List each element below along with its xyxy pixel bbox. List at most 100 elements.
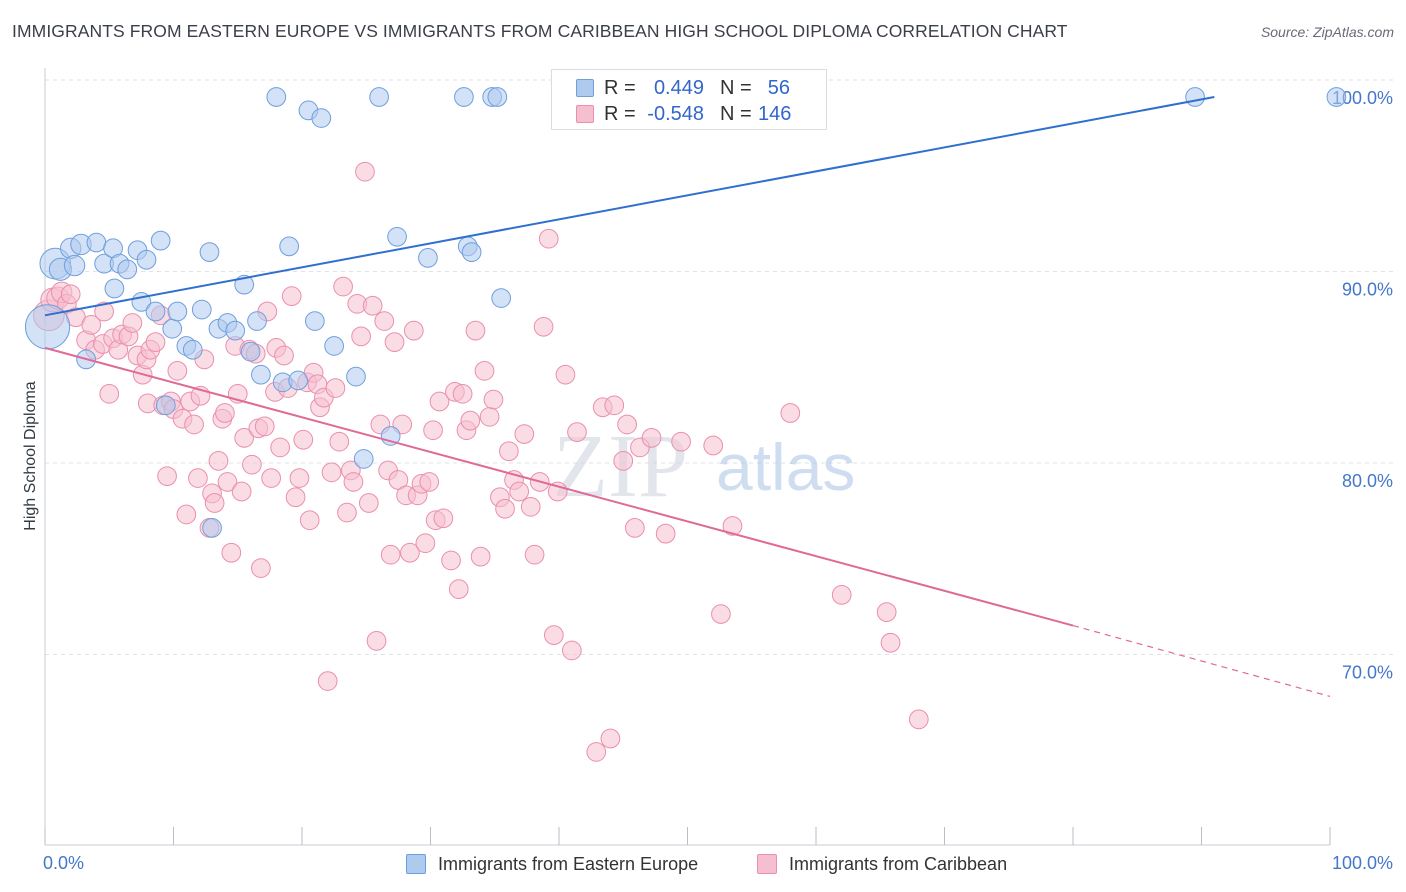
data-point-caribbean — [452, 383, 473, 404]
data-point-eastern-europe — [266, 87, 287, 107]
legend-n-label: N = — [720, 76, 752, 99]
data-point-caribbean — [499, 441, 519, 462]
data-point-caribbean — [880, 632, 901, 653]
data-point-eastern-europe — [369, 87, 389, 107]
data-point-caribbean — [122, 313, 143, 333]
data-point-caribbean — [299, 510, 320, 531]
data-point-eastern-europe — [1185, 87, 1205, 107]
data-point-caribbean — [99, 383, 120, 404]
y-tick-label: 70.0% — [1342, 663, 1393, 683]
legend-n-value: 146 — [758, 102, 792, 125]
data-point-eastern-europe — [454, 87, 474, 107]
data-point-caribbean — [400, 542, 420, 563]
legend-r-label: R = — [604, 76, 636, 99]
data-point-caribbean — [617, 414, 637, 435]
data-point-caribbean — [419, 472, 440, 492]
data-point-eastern-europe — [288, 370, 308, 391]
data-point-caribbean — [483, 389, 504, 410]
bottom-legend-eastern-europe: Immigrants from Eastern Europe — [406, 852, 698, 876]
data-point-caribbean — [624, 518, 645, 538]
data-point-caribbean — [460, 410, 481, 431]
source-label: Source: ZipAtlas.com — [1260, 24, 1394, 40]
data-point-eastern-europe — [225, 320, 246, 341]
axis-ticks: 100.0% 90.0% 80.0% 70.0% 0.0% 100.0% — [43, 88, 1393, 873]
data-point-caribbean — [231, 481, 252, 502]
data-point-caribbean — [217, 472, 238, 492]
data-point-caribbean — [293, 429, 314, 450]
legend-row-eastern-europe: R = 0.449 N = 56 — [576, 76, 790, 100]
data-point-eastern-europe — [247, 311, 267, 331]
data-point-caribbean — [254, 416, 275, 437]
y-axis-title: High School Diploma — [22, 381, 39, 531]
data-point-caribbean — [234, 428, 255, 448]
data-point-caribbean — [495, 498, 515, 519]
y-tick-label: 90.0% — [1342, 280, 1393, 300]
data-point-caribbean — [380, 544, 401, 565]
legend-swatch-pink — [576, 105, 594, 123]
data-point-caribbean — [351, 326, 371, 347]
bottom-legend-caribbean: Immigrants from Caribbean — [757, 852, 1007, 876]
data-point-eastern-europe — [136, 249, 157, 270]
correlation-legend: R = 0.449 N = 56 R = -0.548 N = 146 — [551, 69, 827, 130]
y-tick-label: 100.0% — [1332, 88, 1393, 108]
data-point-eastern-europe — [202, 518, 222, 538]
data-point-eastern-europe — [461, 242, 482, 262]
data-point-caribbean — [251, 558, 271, 578]
data-point-caribbean — [321, 462, 342, 483]
legend-r-value: -0.548 — [647, 102, 704, 125]
data-point-caribbean — [60, 284, 81, 305]
data-point-eastern-europe — [145, 301, 166, 322]
data-point-eastern-europe — [155, 395, 176, 416]
data-point-eastern-europe — [182, 339, 203, 360]
data-point-caribbean — [780, 403, 801, 423]
x-tick-label: 100.0% — [1332, 853, 1393, 873]
data-point-caribbean — [600, 728, 621, 749]
legend-n-label: N = — [720, 102, 752, 125]
data-point-eastern-europe — [167, 301, 188, 322]
legend-r-value: 0.449 — [653, 76, 704, 99]
data-point-caribbean — [470, 546, 491, 567]
data-point-caribbean — [448, 579, 469, 600]
data-point-caribbean — [281, 286, 302, 307]
data-point-caribbean — [343, 472, 364, 492]
data-point-caribbean — [514, 424, 535, 444]
data-point-caribbean — [641, 428, 662, 448]
data-point-eastern-europe — [117, 259, 138, 280]
data-point-eastern-europe — [353, 449, 374, 469]
data-point-caribbean — [362, 295, 383, 316]
data-point-caribbean — [538, 228, 559, 249]
data-point-caribbean — [533, 316, 554, 337]
chart-title: IMMIGRANTS FROM EASTERN EUROPE VS IMMIGR… — [12, 21, 1068, 41]
data-point-eastern-europe — [251, 364, 271, 385]
data-point-eastern-europe — [487, 87, 508, 107]
data-point-caribbean — [81, 315, 102, 335]
data-point-caribbean — [289, 468, 310, 488]
data-point-caribbean — [270, 437, 291, 458]
data-point-caribbean — [333, 276, 353, 297]
data-point-caribbean — [261, 468, 282, 488]
data-point-caribbean — [423, 420, 443, 441]
trend-line-caribbean — [44, 346, 1074, 627]
legend-swatch-blue — [576, 79, 594, 97]
data-point-caribbean — [204, 493, 225, 513]
data-point-eastern-europe — [491, 288, 512, 308]
data-point-eastern-europe — [63, 254, 86, 277]
data-point-caribbean — [908, 709, 929, 730]
data-point-caribbean — [403, 320, 424, 341]
data-point-caribbean — [433, 508, 454, 529]
data-point-caribbean — [567, 422, 587, 442]
bottom-legend-swatch-blue — [406, 854, 426, 874]
data-point-caribbean — [145, 332, 166, 352]
data-point-caribbean — [355, 161, 375, 182]
series-eastern-europe-points — [24, 87, 1347, 538]
y-tick-label: 80.0% — [1342, 471, 1393, 491]
data-point-eastern-europe — [199, 242, 220, 262]
legend-r-label: R = — [604, 102, 636, 125]
data-point-caribbean — [215, 403, 235, 423]
data-point-caribbean — [586, 742, 607, 762]
data-point-eastern-europe — [311, 108, 332, 128]
data-point-caribbean — [520, 496, 541, 517]
data-point-caribbean — [509, 481, 530, 502]
data-point-caribbean — [441, 550, 461, 571]
data-point-caribbean — [711, 604, 731, 624]
